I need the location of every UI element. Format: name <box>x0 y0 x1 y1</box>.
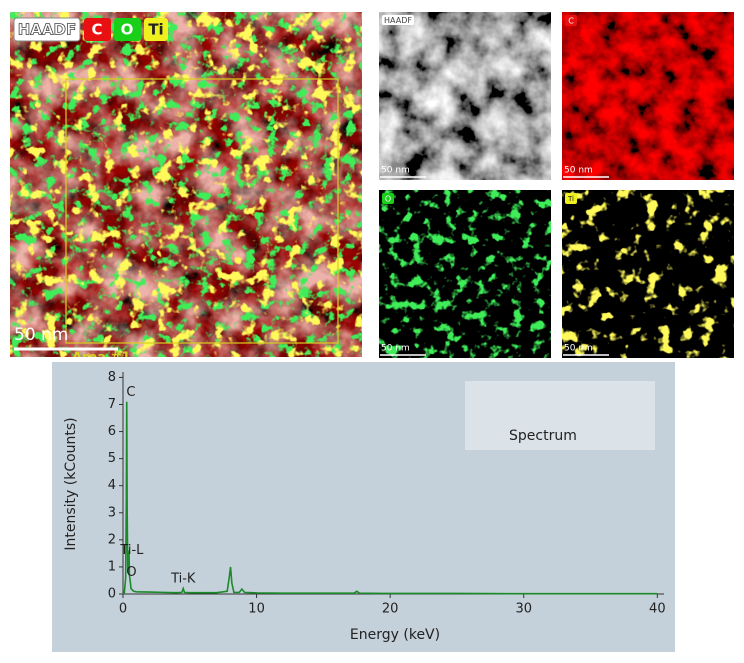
badge-c: C <box>91 21 102 39</box>
panel-label: Ti <box>567 195 574 203</box>
c-map: C 50 nm <box>562 12 734 180</box>
panel-label: O <box>385 195 391 204</box>
o-map: O 50 nm <box>379 190 551 358</box>
haadf-image: HAADF 50 nm <box>379 12 551 180</box>
channel-badges: HAADF C O Ti <box>13 17 168 42</box>
x-tick-label: 30 <box>515 602 532 617</box>
y-tick-label: 5 <box>108 451 116 466</box>
scale-label: 50 nm <box>564 166 593 176</box>
x-tick-label: 40 <box>649 602 666 617</box>
peak-label: O <box>126 565 136 580</box>
legend-box <box>465 381 655 450</box>
y-tick-label: 0 <box>108 587 116 602</box>
x-tick-label: 20 <box>382 602 399 617</box>
scale-label: 50 nm <box>381 166 410 176</box>
badge-o: O <box>121 21 134 39</box>
peak-label: Ti-L <box>119 543 144 558</box>
peak-label: C <box>126 385 135 400</box>
legend-subtitle: Spectrum <box>509 428 577 444</box>
y-tick-label: 1 <box>108 559 116 574</box>
y-tick-label: 3 <box>108 505 116 520</box>
y-tick-label: 4 <box>108 478 116 493</box>
x-axis-label: Energy (keV) <box>350 627 440 643</box>
panel-label: C <box>568 17 574 26</box>
y-tick-label: 7 <box>108 397 116 412</box>
scale-label: 50 nm <box>381 344 410 354</box>
ti-map: Ti 50 nm <box>562 190 734 358</box>
badge-haadf: HAADF <box>18 21 76 39</box>
y-tick-label: 6 <box>108 424 116 439</box>
peak-label: Ti-K <box>170 572 196 587</box>
x-tick-label: 0 <box>119 602 127 617</box>
y-axis-label: Intensity (kCounts) <box>63 417 79 550</box>
area-label: Area #1 <box>72 351 131 366</box>
composite-image: Area #1 50 nm <box>10 12 362 366</box>
area-box <box>65 78 339 344</box>
scale-label: 50 nm <box>14 325 68 345</box>
scale-label: 50 nm <box>564 344 593 354</box>
spectrum-line <box>122 401 658 595</box>
panel-label: HAADF <box>384 16 412 25</box>
badge-ti: Ti <box>148 21 163 39</box>
y-tick-label: 8 <box>108 370 116 385</box>
x-tick-label: 10 <box>248 602 265 617</box>
y-tick-label: 2 <box>108 532 116 547</box>
